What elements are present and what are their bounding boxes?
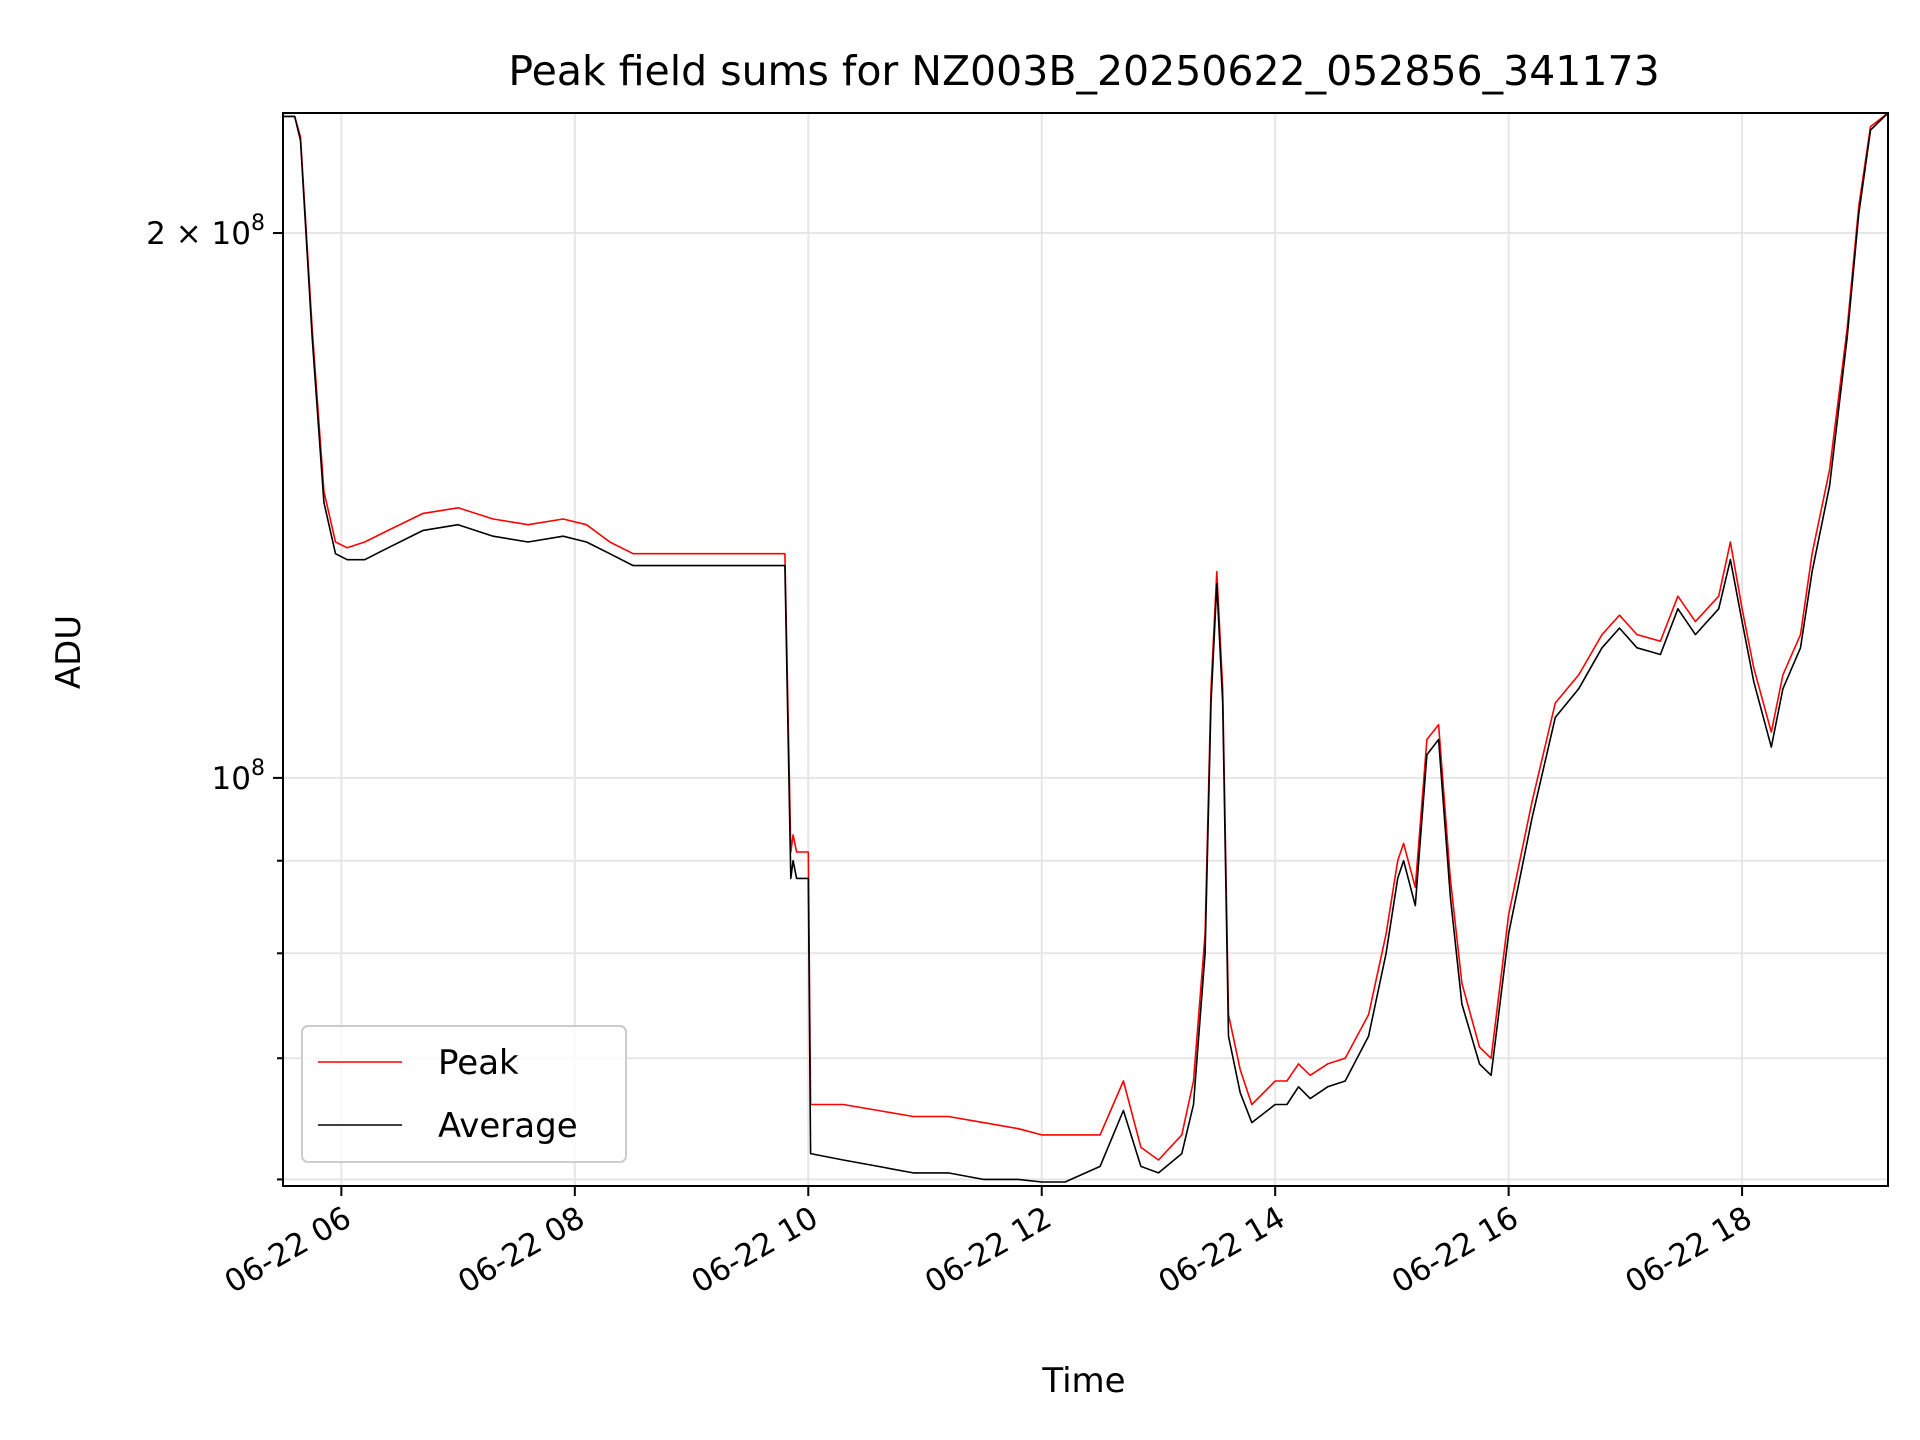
series-line-average: [283, 112, 1889, 1183]
x-tick-label: 06-22 12: [919, 1200, 1058, 1301]
legend: Peak Average: [301, 1025, 627, 1163]
y-axis-title: ADU: [49, 615, 89, 689]
y-tick-label-exponent: 8: [251, 211, 265, 236]
x-tick-label: 06-22 10: [686, 1200, 825, 1301]
x-axis-title: Time: [1041, 1361, 1125, 1401]
chart-title: Peak field sums for NZ003B_20250622_0528…: [508, 47, 1659, 95]
legend-label-average: Average: [438, 1106, 578, 1146]
x-tick-label: 06-22 14: [1152, 1200, 1291, 1301]
axes-frame: [282, 112, 1889, 1187]
y-tick-label-exponent: 8: [251, 756, 265, 781]
legend-box: [301, 1025, 627, 1163]
x-tick-label: 06-22 18: [1619, 1200, 1758, 1301]
y-tick-label-base: 10: [212, 761, 251, 797]
y-tick-label-base: 2 × 10: [146, 216, 251, 252]
legend-label-peak: Peak: [438, 1043, 519, 1083]
x-tick-label: 06-22 08: [452, 1200, 591, 1301]
y-tick-label: 2 × 108: [146, 211, 265, 252]
x-tick-label: 06-22 06: [219, 1200, 358, 1301]
plot-series: [283, 112, 1889, 1183]
y-tick-label: 108: [212, 756, 265, 797]
x-tick-label: 06-22 16: [1386, 1200, 1525, 1301]
series-line-peak: [283, 112, 1889, 1161]
